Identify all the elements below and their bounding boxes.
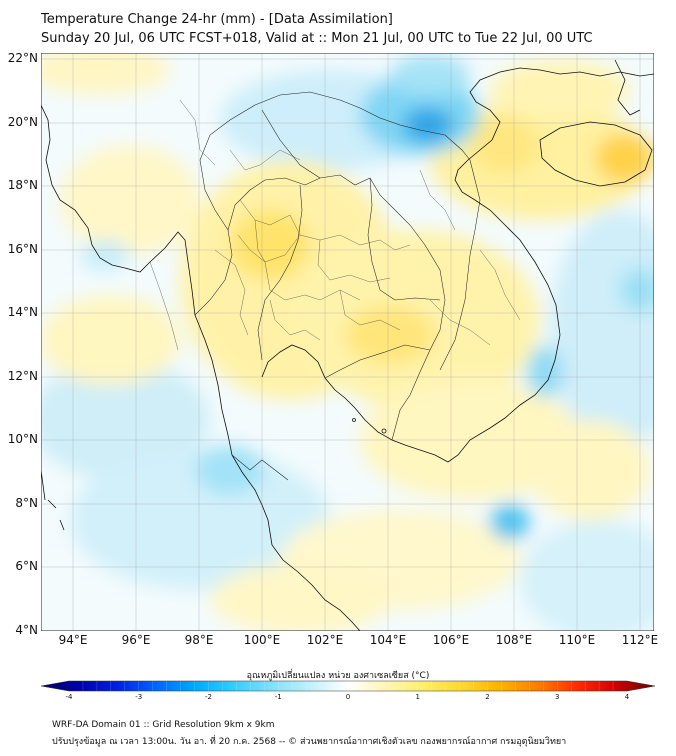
lon-label: 112°E	[621, 633, 659, 647]
colorbar-tick-label: -2	[205, 693, 212, 701]
graticule	[41, 53, 654, 631]
colorbar-tick-label: 4	[624, 693, 630, 701]
lat-label: 14°N	[7, 305, 38, 319]
lat-label: 10°N	[7, 432, 38, 446]
lon-label: 96°E	[121, 633, 151, 647]
lon-label: 100°E	[243, 633, 281, 647]
lat-label: 22°N	[7, 51, 38, 65]
colorbar-tick-label: -4	[65, 693, 73, 701]
map-title: Temperature Change 24-hr (mm) - [Data As…	[41, 12, 393, 27]
map-plot-area	[41, 53, 654, 631]
lat-label: 20°N	[7, 115, 38, 129]
hainan-island	[539, 121, 653, 187]
lat-label: 18°N	[7, 178, 38, 192]
lon-label: 108°E	[495, 633, 533, 647]
colorbar-tick-label: -1	[274, 693, 282, 701]
colorbar-title: อุณหภูมิเปลี่ยนแปลง หน่วย องศาเซลเซียส (…	[246, 671, 430, 681]
lat-label: 4°N	[15, 623, 38, 637]
colorbar	[40, 680, 656, 692]
lon-label: 106°E	[432, 633, 470, 647]
lat-label: 16°N	[7, 242, 38, 256]
lat-label: 12°N	[7, 369, 38, 383]
lon-label: 102°E	[306, 633, 344, 647]
colorbar-tick-label: -3	[135, 693, 143, 701]
lon-label: 94°E	[58, 633, 88, 647]
coastlines	[41, 59, 654, 631]
colorbar-tick-label: 2	[485, 693, 490, 701]
footer-credits: ปรับปรุงข้อมูล ณ เวลา 13:00น. วัน อา. ที…	[52, 737, 567, 747]
colorbar-tick-label: 3	[555, 693, 560, 701]
colorbar-bar	[40, 680, 656, 692]
lat-label: 8°N	[15, 496, 38, 510]
colorbar-tick-marks	[82, 681, 614, 691]
lon-label: 110°E	[558, 633, 596, 647]
lon-label: 98°E	[184, 633, 214, 647]
footer-model-info: WRF-DA Domain 01 :: Grid Resolution 9km …	[52, 720, 275, 730]
country-borders	[194, 91, 481, 481]
lon-label: 104°E	[369, 633, 407, 647]
province-borders	[149, 99, 521, 351]
map-subtitle: Sunday 20 Jul, 06 UTC FCST+018, Valid at…	[41, 31, 593, 46]
lat-label: 6°N	[15, 559, 38, 573]
colorbar-tick-label: 1	[415, 693, 420, 701]
colorbar-tick-label: 0	[345, 693, 351, 701]
